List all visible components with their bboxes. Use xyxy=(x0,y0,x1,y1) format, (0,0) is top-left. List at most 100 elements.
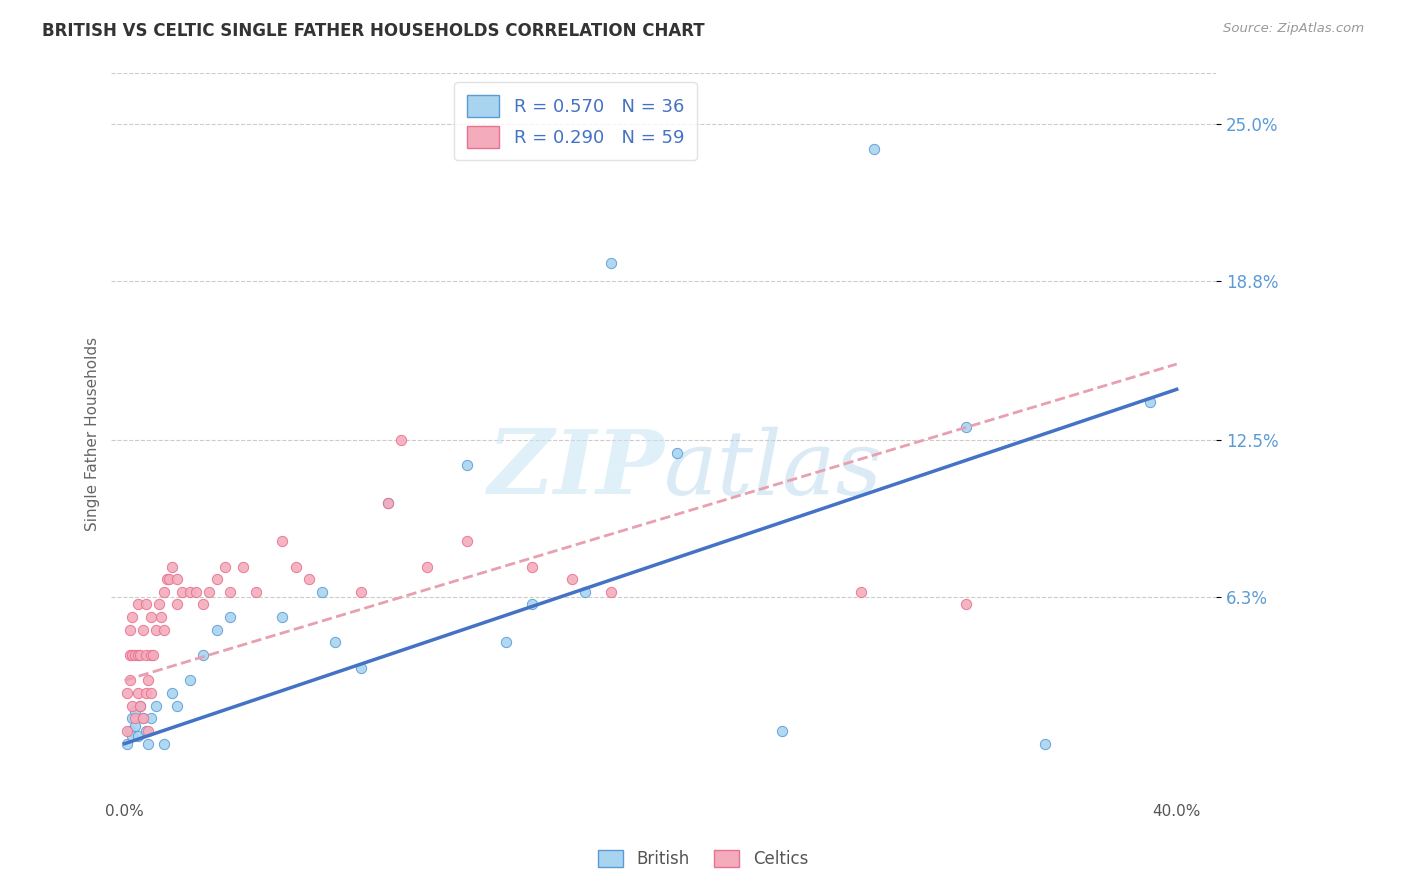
Point xyxy=(115,724,138,739)
Point xyxy=(193,598,215,612)
Y-axis label: Single Father Households: Single Father Households xyxy=(86,336,100,531)
Point xyxy=(121,711,143,725)
Point xyxy=(863,142,886,156)
Point xyxy=(214,559,236,574)
Point xyxy=(179,584,201,599)
Point xyxy=(172,584,194,599)
Point xyxy=(129,648,152,662)
Point xyxy=(849,584,872,599)
Point xyxy=(153,623,176,637)
Point xyxy=(153,737,176,751)
Point xyxy=(156,572,179,586)
Point xyxy=(118,648,141,662)
Point xyxy=(121,698,143,713)
Point xyxy=(124,648,146,662)
Point xyxy=(136,737,159,751)
Point xyxy=(118,724,141,739)
Point xyxy=(121,648,143,662)
Point xyxy=(955,420,977,434)
Point xyxy=(121,729,143,743)
Text: atlas: atlas xyxy=(664,426,883,513)
Legend: British, Celtics: British, Celtics xyxy=(591,843,815,875)
Point xyxy=(350,661,373,675)
Point xyxy=(955,598,977,612)
Point xyxy=(1139,395,1161,409)
Point xyxy=(142,648,165,662)
Point xyxy=(377,496,399,510)
Point xyxy=(136,724,159,739)
Point xyxy=(127,648,149,662)
Point xyxy=(135,686,157,700)
Legend: R = 0.570   N = 36, R = 0.290   N = 59: R = 0.570 N = 36, R = 0.290 N = 59 xyxy=(454,82,697,161)
Point xyxy=(284,559,307,574)
Point xyxy=(377,496,399,510)
Point xyxy=(1033,737,1056,751)
Point xyxy=(148,598,170,612)
Point xyxy=(145,623,167,637)
Point xyxy=(136,673,159,688)
Point xyxy=(271,534,294,549)
Point xyxy=(245,584,267,599)
Point xyxy=(160,686,183,700)
Point xyxy=(218,584,240,599)
Point xyxy=(145,698,167,713)
Point xyxy=(600,584,623,599)
Point xyxy=(193,648,215,662)
Point xyxy=(150,610,173,624)
Point xyxy=(179,673,201,688)
Point xyxy=(298,572,321,586)
Point xyxy=(135,648,157,662)
Point xyxy=(205,572,228,586)
Point xyxy=(132,711,155,725)
Point xyxy=(129,698,152,713)
Point xyxy=(561,572,583,586)
Point xyxy=(132,623,155,637)
Point xyxy=(522,598,544,612)
Point xyxy=(135,724,157,739)
Point xyxy=(232,559,254,574)
Point xyxy=(139,648,162,662)
Point xyxy=(271,610,294,624)
Point xyxy=(124,711,146,725)
Text: Source: ZipAtlas.com: Source: ZipAtlas.com xyxy=(1223,22,1364,36)
Point xyxy=(197,584,219,599)
Point xyxy=(153,584,176,599)
Point xyxy=(770,724,793,739)
Point xyxy=(160,559,183,574)
Point xyxy=(127,686,149,700)
Point xyxy=(118,673,141,688)
Point xyxy=(157,572,180,586)
Point xyxy=(600,256,623,270)
Point xyxy=(121,610,143,624)
Text: ZIP: ZIP xyxy=(488,426,664,513)
Point xyxy=(127,598,149,612)
Point xyxy=(118,623,141,637)
Point xyxy=(574,584,596,599)
Point xyxy=(166,598,188,612)
Point xyxy=(127,729,149,743)
Point xyxy=(166,572,188,586)
Point xyxy=(205,623,228,637)
Point xyxy=(124,704,146,718)
Point xyxy=(129,698,152,713)
Point xyxy=(350,584,373,599)
Point xyxy=(166,698,188,713)
Point xyxy=(184,584,207,599)
Point xyxy=(389,433,412,447)
Point xyxy=(416,559,439,574)
Point xyxy=(311,584,333,599)
Point xyxy=(115,737,138,751)
Point xyxy=(456,534,478,549)
Point xyxy=(124,719,146,733)
Point xyxy=(665,445,688,459)
Point xyxy=(139,686,162,700)
Point xyxy=(139,610,162,624)
Point xyxy=(522,559,544,574)
Point xyxy=(135,598,157,612)
Point xyxy=(132,711,155,725)
Point xyxy=(323,635,346,649)
Point xyxy=(139,711,162,725)
Point xyxy=(115,686,138,700)
Point xyxy=(456,458,478,473)
Point xyxy=(495,635,517,649)
